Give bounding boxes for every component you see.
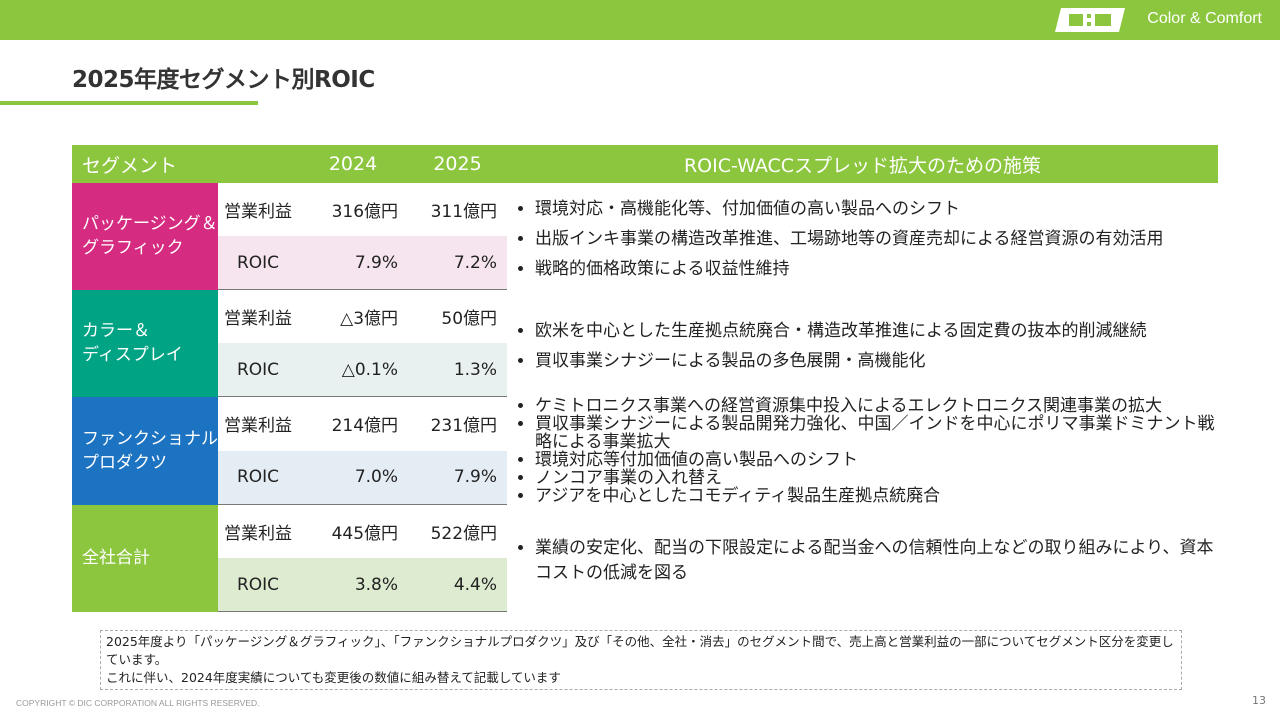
footnote-line: 2025年度より「パッケージング＆グラフィック」、「ファンクショナルプロダクツ」… [106,634,1174,667]
segment-name-line: パッケージング＆ [82,214,218,235]
segment-row: ファンクショナルプロダクツ営業利益214億円231億円ケミトロニクス事業への経営… [72,396,1218,505]
metric-value: 7.0% [298,450,409,505]
measure-list: 欧米を中心とした生産拠点統廃合・構造改革推進による固定費の抜本的削減継続買収事業… [507,316,1218,371]
metric-value: 4.4% [408,558,508,612]
measure-list: 業績の安定化、配当の下限設定による配当金への信頼性向上などの取り組みにより、資本… [507,533,1218,583]
segment-row: カラー＆ディスプレイ営業利益△3億円50億円欧米を中心とした生産拠点統廃合・構造… [72,289,1218,397]
metric-label: ROIC [218,236,299,290]
measure-item: ノンコア事業の入れ替え [535,469,1218,487]
metric-label: ROIC [218,343,299,397]
column-header: ROIC-WACCスプレッド拡大のための施策 [507,145,1218,183]
segment-name-line: グラフィック [82,238,184,259]
segment-row: ROIC 7.0% 7.9% [72,450,1218,505]
segment-name: カラー＆ ディスプレイ [72,289,218,397]
column-header: 2024 [298,145,409,183]
segment-name: ファンクショナル プロダクツ [72,396,218,505]
measures: ケミトロニクス事業への経営資源集中投入によるエレクトロニクス関連事業の拡大買収事… [507,397,1218,505]
metric-value: 522億円 [408,504,508,558]
measure-list: 環境対応・高機能化等、付加価値の高い製品へのシフト出版インキ事業の構造改革推進、… [507,194,1218,279]
measure-item: ケミトロニクス事業への経営資源集中投入によるエレクトロニクス関連事業の拡大 [535,397,1218,415]
measures: 欧米を中心とした生産拠点統廃合・構造改革推進による固定費の抜本的削減継続買収事業… [507,290,1218,397]
metric-value: 231億円 [408,396,508,451]
segment-row: ROIC 7.9% 7.2% [72,236,1218,290]
measure-item: 買収事業シナジーによる製品開発力強化、中国／インドを中心にポリマ事業ドミナント戦… [535,415,1218,451]
segment-name-line: ファンクショナル [82,428,218,449]
measure-list: ケミトロニクス事業への経営資源集中投入によるエレクトロニクス関連事業の拡大買収事… [507,397,1218,505]
segment-name-line: プロダクツ [82,452,167,473]
measure-item: 欧米を中心とした生産拠点統廃合・構造改革推進による固定費の抜本的削減継続 [535,316,1218,341]
column-header: 2025 [408,145,508,183]
metric-value: 214億円 [298,396,409,451]
measure-item: 環境対応等付加価値の高い製品へのシフト [535,451,1218,469]
metric-label: ROIC [218,558,299,612]
measures: 環境対応・高機能化等、付加価値の高い製品へのシフト出版インキ事業の構造改革推進、… [507,183,1218,290]
metric-value: 7.9% [408,450,508,505]
segment-name-line: ディスプレイ [82,345,183,365]
title: 2025年度セグメント別ROIC [72,67,375,93]
segment-name: 全社合計 [72,504,218,612]
roic-table: セグメント 2024 2025 ROIC-WACCスプレッド拡大のための施策 パッケー… [72,145,1218,612]
metric-label: ROIC [218,450,299,505]
metric-value: 3.8% [298,558,409,612]
metric-label: 営業利益 [218,183,299,236]
metric-label: 営業利益 [218,504,299,558]
metric-value: 7.9% [298,236,409,290]
metric-value: 316億円 [298,183,409,236]
brand: Color & Comfort [1147,10,1262,27]
segment-name: パッケージング＆ グラフィック [72,183,218,290]
segment-name-line: 全社合計 [82,548,150,568]
header-row: セグメント 2024 2025 ROIC-WACCスプレッド拡大のための施策 [72,145,1218,183]
metric-value: △3億円 [298,289,409,343]
metric-label: 営業利益 [218,289,299,343]
segment-row: パッケージング＆グラフィック営業利益316億円311億円環境対応・高機能化等、付… [72,183,1218,290]
footnote-line: これに伴い、2024年度実績についても変更後の数値に組み替えて記載しています [106,670,561,685]
metric-value: 1.3% [408,343,508,397]
column-header: セグメント [72,145,299,183]
page-number: 13 [1252,694,1266,707]
footnote: 2025年度より「パッケージング＆グラフィック」、「ファンクショナルプロダクツ」… [100,630,1182,690]
metric-value: 50億円 [408,289,508,343]
top-bar: Color & Comfort [0,0,1280,40]
measures: 業績の安定化、配当の下限設定による配当金への信頼性向上などの取り組みにより、資本… [507,505,1218,612]
segment-name-line: カラー＆ [82,321,150,341]
segment-row: 全社合計 営業利益445億円522億円業績の安定化、配当の下限設定による配当金への… [72,504,1218,612]
metric-label: 営業利益 [218,396,299,451]
measure-item: 買収事業シナジーによる製品の多色展開・高機能化 [535,346,1218,371]
metric-value: 445億円 [298,504,409,558]
logo [1055,8,1125,32]
measure-item: 出版インキ事業の構造改革推進、工場跡地等の資産売却による経営資源の有効活用 [535,224,1218,249]
measure-item: アジアを中心としたコモディティ製品生産拠点統廃合 [535,487,1218,505]
segment-row: ROIC 3.8% 4.4% [72,558,1218,612]
metric-value: △0.1% [298,343,409,397]
segment-row: ROIC △0.1% 1.3% [72,343,1218,397]
measure-item: 業績の安定化、配当の下限設定による配当金への信頼性向上などの取り組みにより、資本… [535,533,1218,583]
measure-item: 戦略的価格政策による収益性維持 [535,254,1218,279]
metric-value: 311億円 [408,183,508,236]
metric-value: 7.2% [408,236,508,290]
title-underline [0,101,258,105]
copyright: COPYRIGHT © DIC CORPORATION ALL RIGHTS R… [16,698,260,708]
measure-item: 環境対応・高機能化等、付加価値の高い製品へのシフト [535,194,1218,219]
